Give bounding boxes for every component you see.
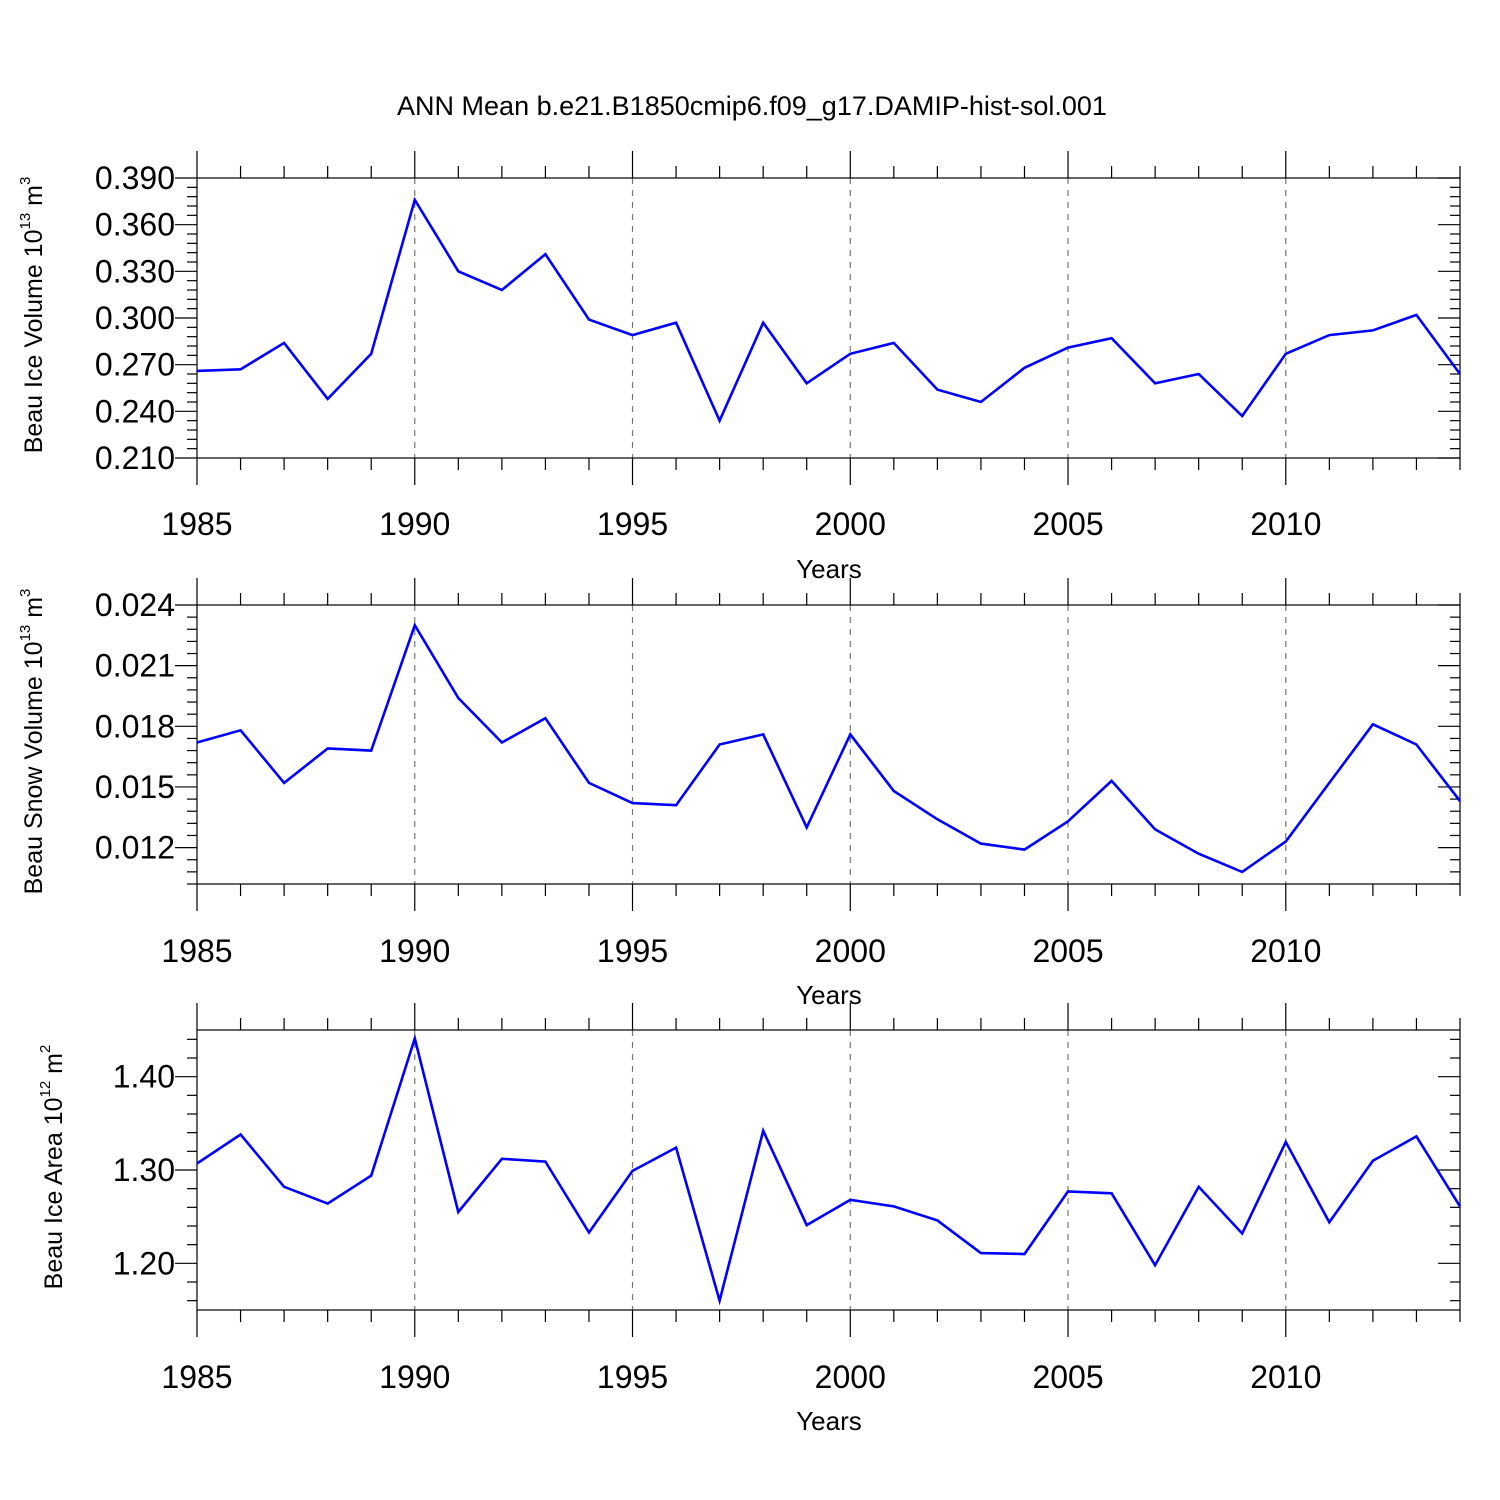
y-tick-label: 0.012 <box>95 830 175 866</box>
y-tick-label: 0.024 <box>95 587 175 623</box>
y-axis-label: Beau Ice Area 1012 m2 <box>37 1045 68 1290</box>
x-tick-label: 1995 <box>597 1359 668 1395</box>
y-tick-label: 0.021 <box>95 648 175 684</box>
series-line-beau-snow-volume <box>196 622 1462 874</box>
chart-panel-2: 1985 1990 1995 2000 2005 2010 0.012 0.015 0.018 0… <box>17 578 1462 1010</box>
y-axis-label: Beau Snow Volume 1013 m3 <box>17 589 48 895</box>
plot-frame <box>196 1029 1461 1311</box>
x-tick-label: 2005 <box>1032 933 1103 969</box>
chart-panel-3: 1985 1990 1995 2000 2005 2010 1.20 1.30 1.40 Year… <box>37 1003 1462 1436</box>
y-tick-label: 0.390 <box>95 160 175 196</box>
y-tick-label: 0.240 <box>95 393 175 429</box>
x-tick-label: 2010 <box>1250 1359 1321 1395</box>
plot-frame <box>196 604 1461 885</box>
x-tick-label: 1995 <box>597 933 668 969</box>
x-tick-label: 2000 <box>815 1359 886 1395</box>
x-tick-label: 2000 <box>815 933 886 969</box>
x-tick-label: 1985 <box>161 506 232 542</box>
x-tick-label: 2000 <box>815 506 886 542</box>
x-tick-label: 1990 <box>379 506 450 542</box>
x-tick-label: 2005 <box>1032 506 1103 542</box>
x-axis-label: Years <box>796 554 862 584</box>
plot-frame <box>196 177 1461 459</box>
y-tick-label: 1.40 <box>113 1059 175 1095</box>
y-tick-label: 1.20 <box>113 1245 175 1281</box>
figure-title: ANN Mean b.e21.B1850cmip6.f09_g17.DAMIP-… <box>397 91 1107 121</box>
y-tick-label: 0.360 <box>95 207 175 243</box>
y-tick-label: 0.330 <box>95 253 175 289</box>
x-tick-label: 2005 <box>1032 1359 1103 1395</box>
y-axis-label: Beau Ice Volume 1013 m3 <box>17 177 48 454</box>
x-tick-label: 1990 <box>379 1359 450 1395</box>
panels: 1985 1990 1995 2000 2005 2010 0.210 0.240 0.270 0… <box>17 151 1462 1436</box>
x-axis-label: Years <box>796 980 862 1010</box>
y-tick-label: 0.018 <box>95 708 175 744</box>
x-axis-label: Years <box>796 1406 862 1436</box>
x-tick-label: 1995 <box>597 506 668 542</box>
x-tick-label: 2010 <box>1250 506 1321 542</box>
y-tick-label: 0.270 <box>95 347 175 383</box>
x-tick-label: 1985 <box>161 933 232 969</box>
chart-panel-1: 1985 1990 1995 2000 2005 2010 0.210 0.240 0.270 0… <box>17 151 1462 584</box>
x-tick-label: 2010 <box>1250 933 1321 969</box>
y-tick-label: 0.210 <box>95 440 175 476</box>
y-tick-label: 1.30 <box>113 1152 175 1188</box>
series-line-beau-ice-volume <box>196 196 1462 424</box>
y-tick-label: 0.015 <box>95 769 175 805</box>
x-tick-label: 1985 <box>161 1359 232 1395</box>
x-tick-label: 1990 <box>379 933 450 969</box>
series-line-beau-ice-area <box>196 1033 1462 1306</box>
y-tick-label: 0.300 <box>95 300 175 336</box>
